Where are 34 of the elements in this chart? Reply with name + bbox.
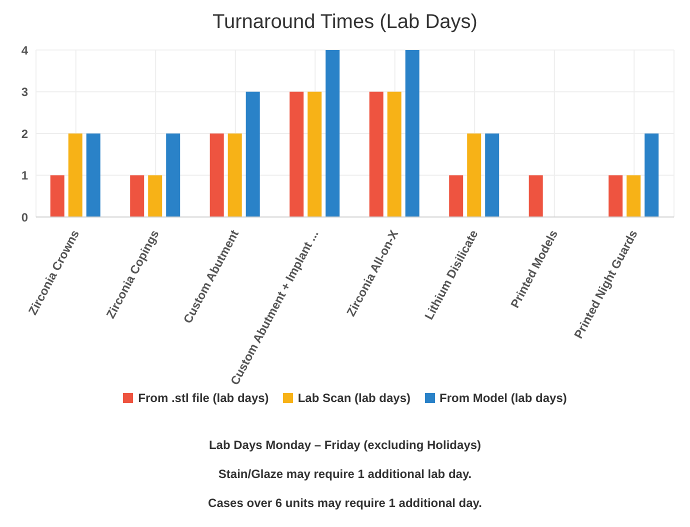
bar xyxy=(130,175,144,217)
legend-label: From Model (lab days) xyxy=(438,391,567,405)
y-tick-label: 2 xyxy=(21,126,28,141)
bar xyxy=(369,92,384,217)
y-tick-label: 1 xyxy=(21,168,28,183)
bar xyxy=(467,134,482,217)
bar xyxy=(86,134,100,217)
bar xyxy=(308,92,322,217)
bar xyxy=(608,175,623,217)
bar xyxy=(528,175,543,217)
bar xyxy=(449,175,464,217)
text: Stain/Glaze may require 1 additional lab day. xyxy=(217,466,473,483)
bar xyxy=(50,175,64,217)
bar xyxy=(387,92,402,217)
bar xyxy=(148,175,162,217)
bar xyxy=(290,92,304,217)
chart-title: Turnaround Times (Lab Days) xyxy=(212,10,478,35)
bar xyxy=(644,134,659,217)
text: Cases over 6 units may require 1 additional day. xyxy=(207,495,483,512)
y-tick-label: 4 xyxy=(21,43,28,58)
bar xyxy=(210,134,224,217)
bar xyxy=(626,175,641,217)
bar xyxy=(326,50,340,217)
bar xyxy=(485,134,500,217)
bar xyxy=(246,92,260,217)
legend-label: From .stl file (lab days) xyxy=(137,391,269,405)
bar xyxy=(228,134,242,217)
bar xyxy=(405,50,420,217)
bar xyxy=(166,134,180,217)
bar xyxy=(68,134,82,217)
y-tick-label: 3 xyxy=(21,85,28,100)
text: Lab Days Monday – Friday (excluding Holidays) xyxy=(208,437,482,454)
legend-label: Lab Scan (lab days) xyxy=(296,391,411,405)
y-tick-label: 0 xyxy=(21,210,28,224)
